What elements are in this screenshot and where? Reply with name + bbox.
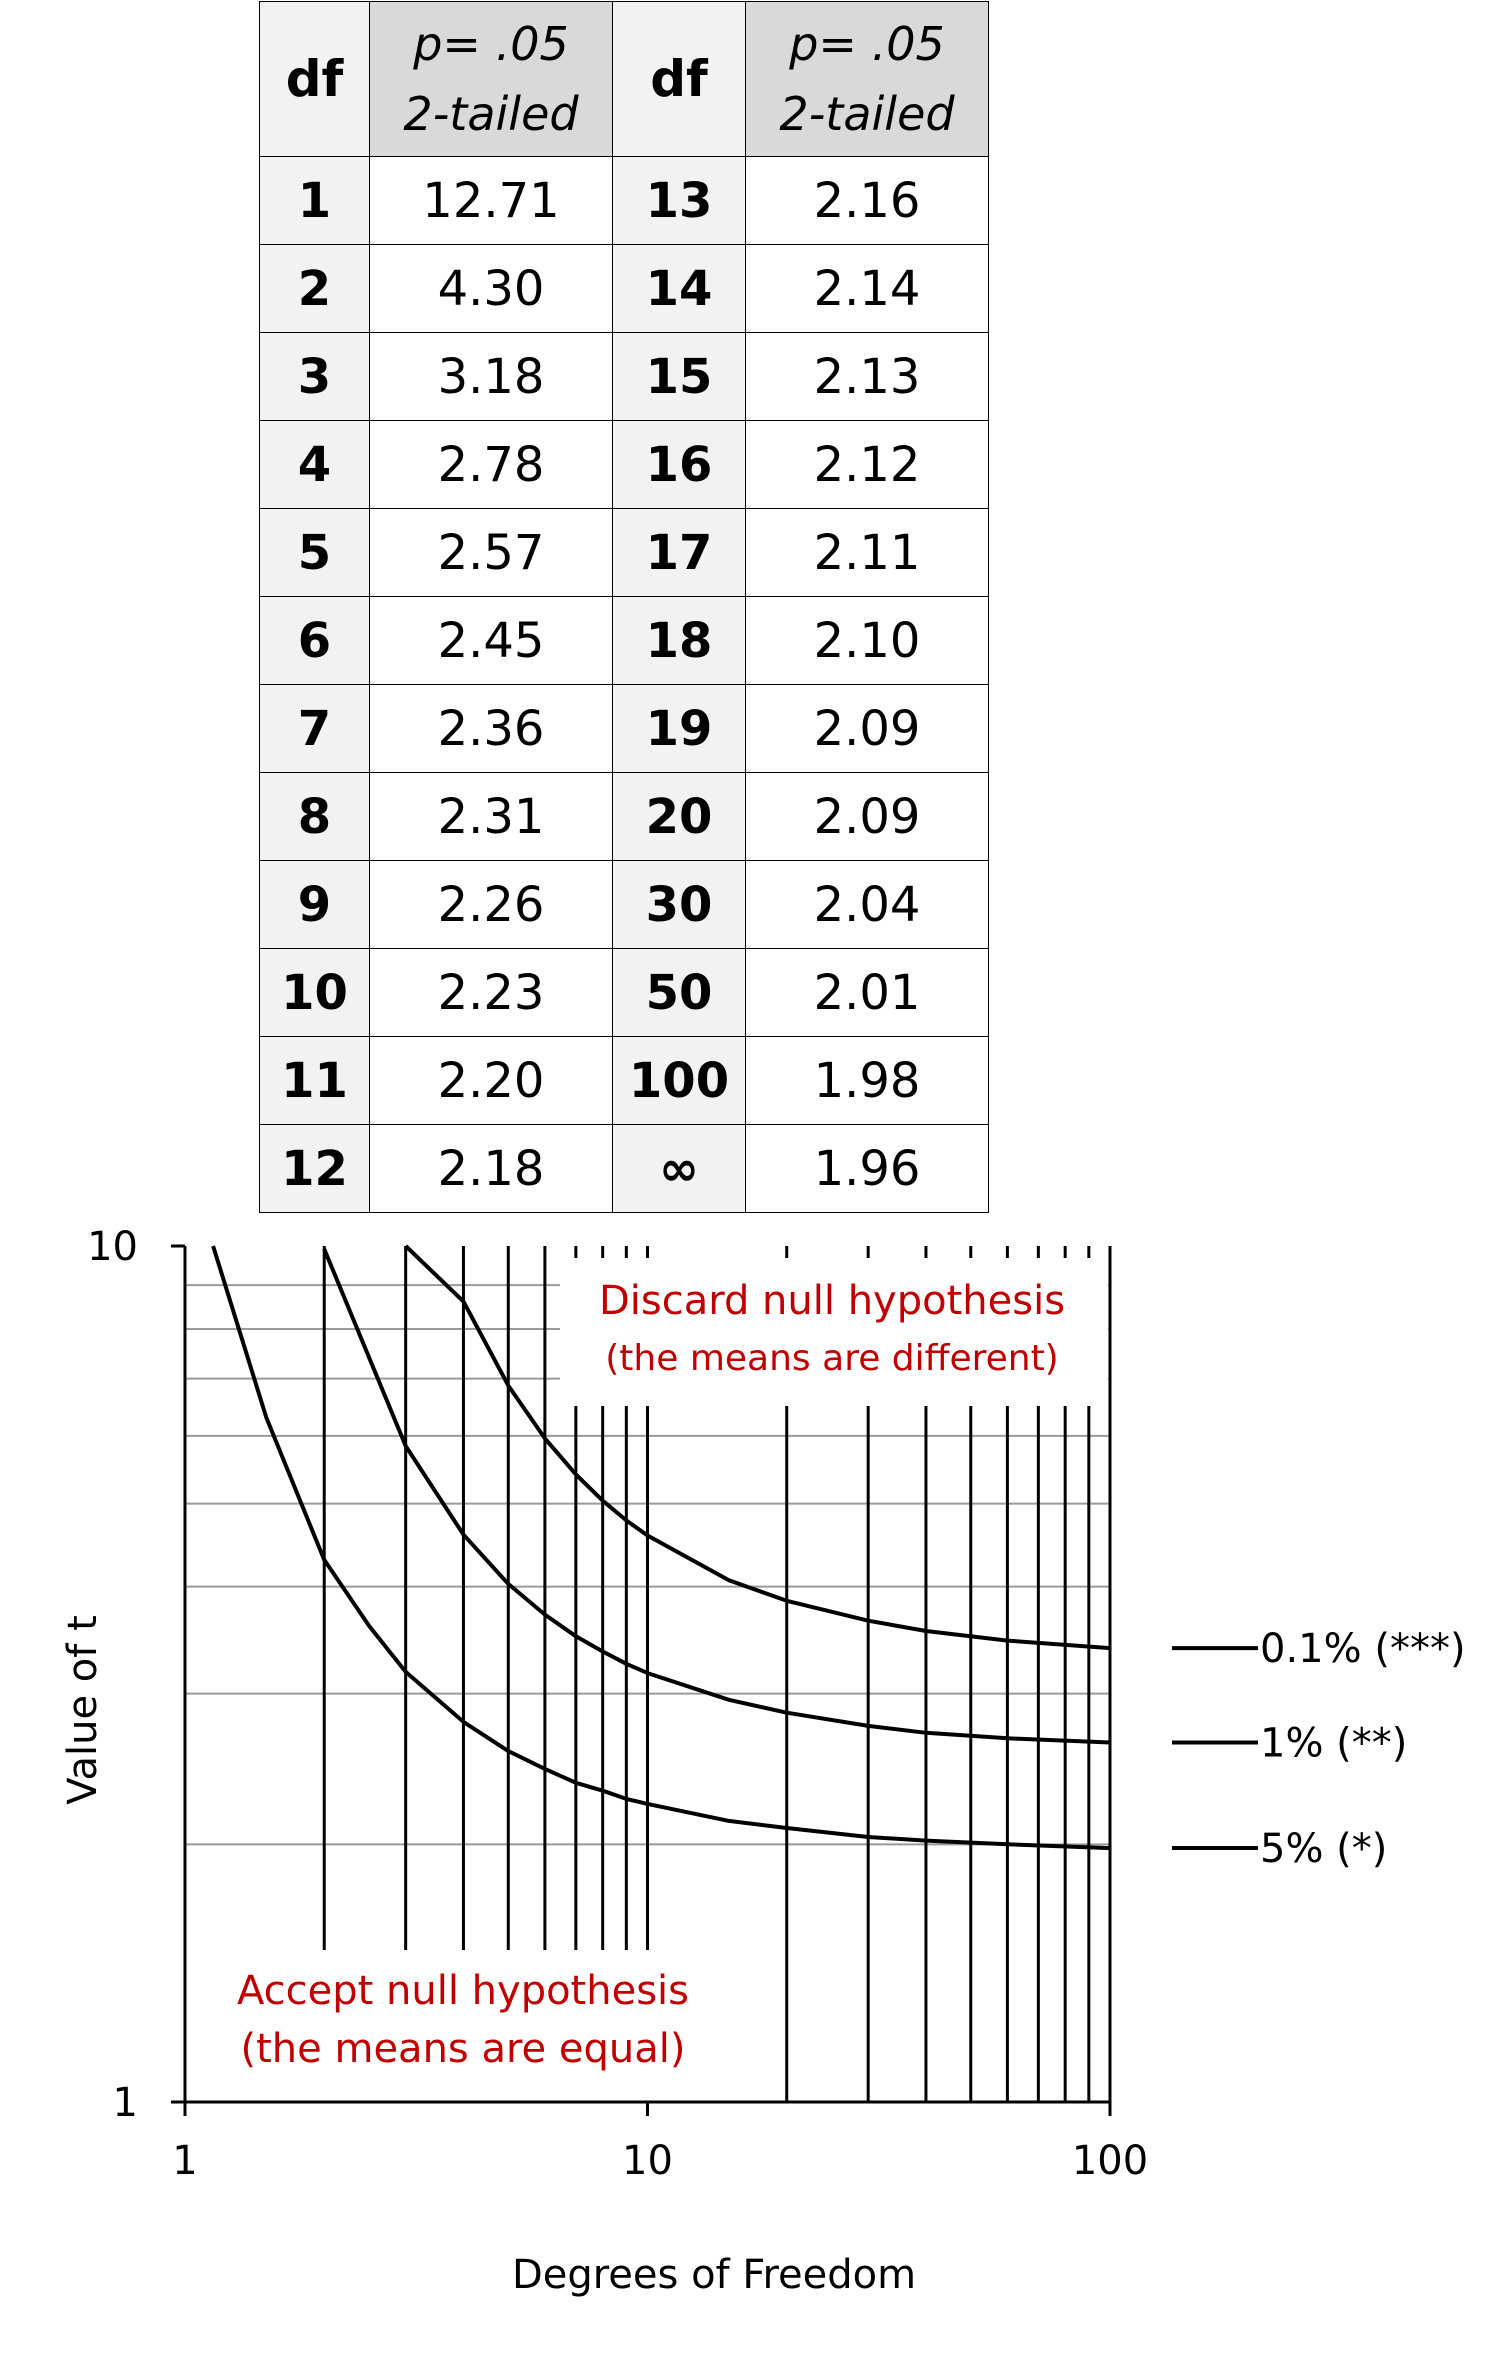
series-line-2 <box>211 1245 1111 1851</box>
table-row: 9 2.26 30 2.04 <box>259 860 989 949</box>
value-cell: 4.30 <box>369 244 613 333</box>
y-tick-labels: 1 10 <box>87 1224 138 2126</box>
value-cell: 2.57 <box>369 508 613 597</box>
df-cell: 9 <box>259 860 370 949</box>
value-cell: 1.98 <box>745 1036 989 1125</box>
x-tick-labels: 1 10 100 <box>172 2138 1148 2184</box>
series-line-0 <box>404 1244 1111 1651</box>
df-cell: 3 <box>259 332 370 421</box>
t-critical-chart: 1 10 100 1 10 Degrees of Freedom Value of t… <box>60 1224 1466 2298</box>
value-cell: 2.45 <box>369 596 613 685</box>
df-cell: 50 <box>612 948 746 1037</box>
df-cell: 7 <box>259 684 370 773</box>
header-p-2-line1: p= .05 <box>789 17 945 71</box>
legend-label: 0.1% (***) <box>1260 1626 1466 1672</box>
df-cell: 11 <box>259 1036 370 1125</box>
df-cell: 10 <box>259 948 370 1037</box>
x-tick-label: 100 <box>1072 2138 1148 2184</box>
value-cell: 2.10 <box>745 596 989 685</box>
chart-legend: 0.1% (***) 1% (**) 5% (*) <box>1172 1626 1466 1872</box>
df-cell: ∞ <box>612 1124 746 1213</box>
table-row: 4 2.78 16 2.12 <box>259 420 989 509</box>
df-cell: 100 <box>612 1036 746 1125</box>
table-row: 1 12.71 13 2.16 <box>259 156 989 245</box>
value-cell: 2.01 <box>745 948 989 1037</box>
table-row: 8 2.31 20 2.09 <box>259 772 989 861</box>
x-tick-label: 1 <box>172 2138 197 2184</box>
value-cell: 12.71 <box>369 156 613 245</box>
df-cell: 2 <box>259 244 370 333</box>
header-p-1-line2: 2-tailed <box>403 87 579 141</box>
value-cell: 2.20 <box>369 1036 613 1125</box>
header-p-2: p= .05 2-tailed <box>745 1 989 157</box>
table-row: 6 2.45 18 2.10 <box>259 596 989 685</box>
value-cell: 2.12 <box>745 420 989 509</box>
chart-curves <box>211 1244 1111 1851</box>
df-cell: 18 <box>612 596 746 685</box>
df-cell: 20 <box>612 772 746 861</box>
accept-label-line2: (the means are equal) <box>241 2026 686 2072</box>
df-cell: 8 <box>259 772 370 861</box>
table-row: 7 2.36 19 2.09 <box>259 684 989 773</box>
discard-label-line1: Discard null hypothesis <box>599 1278 1065 1324</box>
df-cell: 12 <box>259 1124 370 1213</box>
header-p-1: p= .05 2-tailed <box>369 1 613 157</box>
header-df-1: df <box>259 1 370 157</box>
accept-label-line1: Accept null hypothesis <box>237 1968 689 2014</box>
table-row: 5 2.57 17 2.11 <box>259 508 989 597</box>
legend-label: 1% (**) <box>1260 1721 1407 1767</box>
value-cell: 2.18 <box>369 1124 613 1213</box>
df-cell: 4 <box>259 420 370 509</box>
value-cell: 2.04 <box>745 860 989 949</box>
df-cell: 14 <box>612 244 746 333</box>
value-cell: 2.16 <box>745 156 989 245</box>
value-cell: 2.31 <box>369 772 613 861</box>
x-tick-label: 10 <box>622 2138 673 2184</box>
value-cell: 2.23 <box>369 948 613 1037</box>
value-cell: 2.14 <box>745 244 989 333</box>
value-cell: 2.09 <box>745 684 989 773</box>
y-tick-label: 1 <box>113 2080 138 2126</box>
df-cell: 1 <box>259 156 370 245</box>
legend-label: 5% (*) <box>1260 1826 1387 1872</box>
chart-axes <box>171 1244 1112 2116</box>
value-cell: 2.09 <box>745 772 989 861</box>
df-cell: 6 <box>259 596 370 685</box>
value-cell: 2.13 <box>745 332 989 421</box>
accept-label-box <box>190 1950 736 2112</box>
discard-label-line2: (the means are different) <box>605 1338 1058 1379</box>
df-cell: 19 <box>612 684 746 773</box>
discard-label-box <box>560 1258 1108 1406</box>
header-p-2-line2: 2-tailed <box>779 87 955 141</box>
table-row: 10 2.23 50 2.01 <box>259 948 989 1037</box>
df-cell: 16 <box>612 420 746 509</box>
y-tick-label: 10 <box>87 1224 138 1270</box>
value-cell: 2.11 <box>745 508 989 597</box>
value-cell: 2.26 <box>369 860 613 949</box>
value-cell: 1.96 <box>745 1124 989 1213</box>
value-cell: 2.78 <box>369 420 613 509</box>
t-value-table: df p= .05 2-tailed df p= .05 2-tailed 1 12.… <box>259 1 989 1213</box>
table-row: 11 2.20 100 1.98 <box>259 1036 989 1125</box>
df-cell: 5 <box>259 508 370 597</box>
df-cell: 15 <box>612 332 746 421</box>
header-p-1-line1: p= .05 <box>413 17 569 71</box>
table-header-row: df p= .05 2-tailed df p= .05 2-tailed <box>259 1 989 157</box>
table-row: 12 2.18 ∞ 1.96 <box>259 1124 989 1213</box>
value-cell: 2.36 <box>369 684 613 773</box>
df-cell: 17 <box>612 508 746 597</box>
y-axis-label: Value of t <box>60 1615 106 1805</box>
table-row: 2 4.30 14 2.14 <box>259 244 989 333</box>
series-line-1 <box>322 1248 1111 1745</box>
df-cell: 30 <box>612 860 746 949</box>
table-row: 3 3.18 15 2.13 <box>259 332 989 421</box>
value-cell: 3.18 <box>369 332 613 421</box>
df-cell: 13 <box>612 156 746 245</box>
x-axis-label: Degrees of Freedom <box>512 2252 916 2298</box>
header-df-2: df <box>612 1 746 157</box>
